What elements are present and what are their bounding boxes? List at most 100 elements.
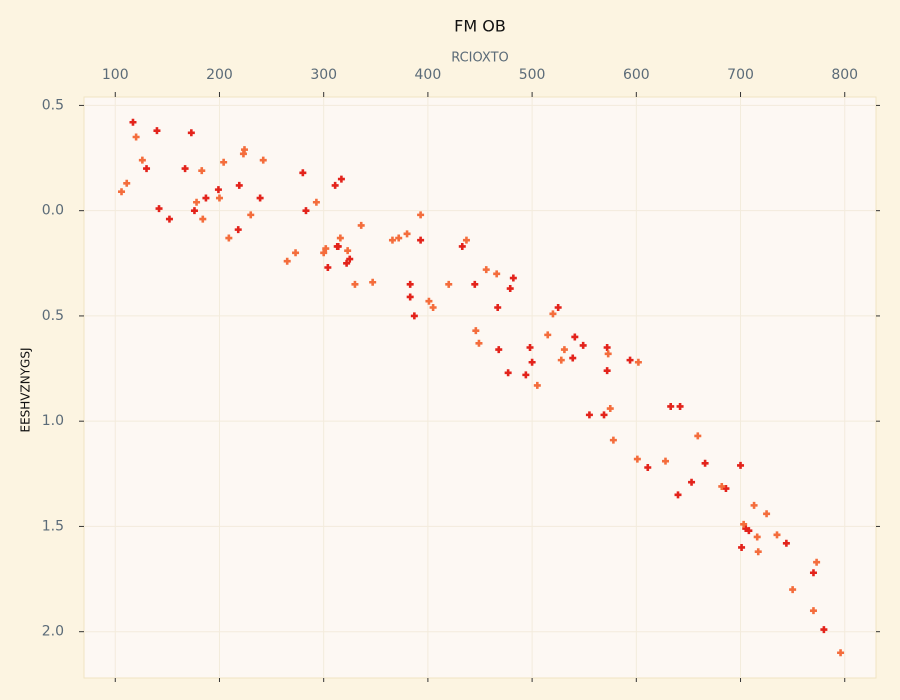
point	[738, 543, 746, 551]
point	[604, 350, 612, 358]
point	[181, 165, 189, 173]
point	[202, 194, 210, 202]
point	[132, 133, 140, 141]
point	[369, 278, 377, 286]
point	[351, 280, 359, 288]
point	[782, 539, 790, 547]
point	[493, 270, 501, 278]
point	[312, 198, 320, 206]
point	[740, 520, 748, 528]
point	[429, 304, 437, 312]
y-tick-label: 0.5	[42, 308, 64, 324]
point	[320, 249, 328, 257]
point	[403, 230, 411, 238]
point	[688, 478, 696, 486]
point	[331, 181, 339, 189]
point	[837, 649, 845, 657]
y-tick-label: 2.0	[42, 624, 64, 640]
point	[337, 175, 345, 183]
point	[544, 331, 552, 339]
point	[344, 247, 352, 255]
point	[694, 432, 702, 440]
point	[763, 510, 771, 518]
point	[737, 461, 745, 469]
point	[322, 245, 330, 253]
point	[138, 156, 146, 164]
point	[324, 264, 332, 272]
point	[425, 297, 433, 305]
point	[190, 207, 198, 215]
point	[357, 221, 365, 229]
y-tick-label: 1.5	[42, 518, 64, 534]
point	[225, 234, 233, 242]
point	[198, 167, 206, 175]
point	[549, 310, 557, 318]
point	[153, 127, 161, 135]
point	[754, 548, 762, 556]
point	[417, 211, 425, 219]
y-tick-label: 0.0	[42, 203, 64, 219]
point	[750, 501, 758, 509]
x-tick-label: 500	[519, 67, 546, 83]
x-tick-label: 400	[415, 67, 442, 83]
point	[603, 367, 611, 375]
y-tick-label: 0.5	[42, 97, 64, 113]
point	[560, 346, 568, 354]
point	[644, 463, 652, 471]
point	[674, 491, 682, 499]
plot-area	[83, 96, 877, 679]
point	[129, 118, 137, 126]
point	[557, 356, 565, 364]
point	[155, 205, 163, 213]
point	[667, 402, 675, 410]
point	[406, 293, 414, 301]
x-tick-label: 100	[102, 67, 129, 83]
point	[187, 129, 195, 137]
point	[494, 304, 502, 312]
point	[256, 194, 264, 202]
point	[165, 215, 173, 223]
point	[235, 181, 243, 189]
point	[722, 485, 730, 493]
point	[333, 242, 341, 250]
point	[247, 211, 255, 219]
point	[495, 346, 503, 354]
point	[410, 312, 418, 320]
point	[820, 626, 828, 634]
point	[634, 358, 642, 366]
point	[633, 455, 641, 463]
point	[215, 194, 223, 202]
point	[234, 226, 242, 234]
point	[569, 354, 577, 362]
point	[292, 249, 300, 257]
point	[299, 169, 307, 177]
point	[123, 179, 131, 187]
point	[471, 280, 479, 288]
point	[745, 527, 753, 535]
point	[600, 411, 608, 419]
point	[143, 165, 151, 173]
point	[526, 344, 534, 352]
point	[475, 339, 483, 347]
point	[554, 304, 562, 312]
point	[302, 207, 310, 215]
point	[661, 457, 669, 465]
x-tick-label: 600	[623, 67, 650, 83]
point	[701, 459, 709, 467]
x-tick-label: 200	[206, 67, 233, 83]
point	[809, 607, 817, 615]
point	[809, 569, 817, 577]
point	[343, 259, 351, 267]
point	[522, 371, 530, 379]
point	[676, 402, 684, 410]
y-axis-label: EESHVZNYGSJ	[19, 348, 33, 433]
point	[789, 586, 797, 594]
point	[395, 234, 403, 242]
x-tick-label: 300	[310, 67, 337, 83]
point	[199, 215, 207, 223]
point	[506, 285, 514, 293]
point	[504, 369, 512, 377]
point	[482, 266, 490, 274]
point	[462, 236, 470, 244]
point	[406, 280, 414, 288]
